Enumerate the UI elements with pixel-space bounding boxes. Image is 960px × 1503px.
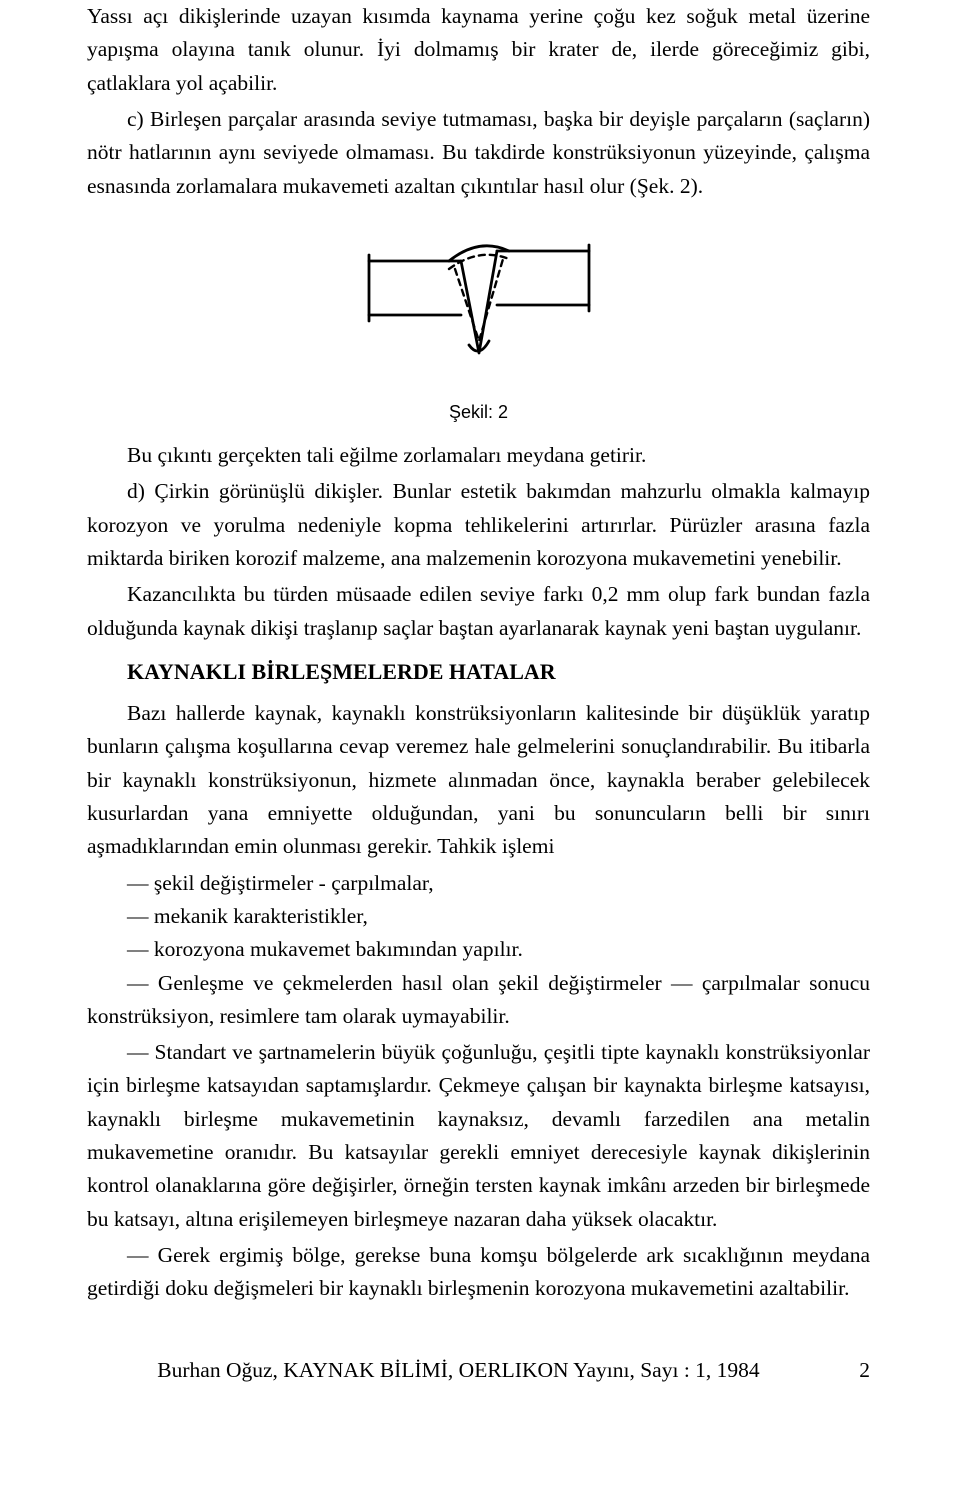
section-heading: KAYNAKLI BİRLEŞMELERDE HATALAR: [127, 655, 870, 689]
paragraph: d) Çirkin görünüşlü dikişler. Bunlar est…: [87, 475, 870, 575]
paragraph: Kazancılıkta bu türden müsaade edilen se…: [87, 578, 870, 645]
paragraph: Bazı hallerde kaynak, kaynaklı konstrüks…: [87, 697, 870, 864]
list-item: — şekil değiştirmeler - çarpılmalar,: [87, 867, 870, 900]
footer-citation: Burhan Oğuz, KAYNAK BİLİMİ, OERLIKON Yay…: [87, 1354, 830, 1387]
document-page: Yassı açı dikişlerinde uzayan kısımda ka…: [0, 0, 960, 1417]
list-item: — korozyona mukavemet bakımından yapılır…: [87, 933, 870, 966]
paragraph: — Genleşme ve çekmelerden hasıl olan şek…: [87, 967, 870, 1034]
paragraph: Bu çıkıntı gerçekten tali eğilme zorlama…: [87, 439, 870, 472]
paragraph: c) Birleşen parçalar arasında seviye tut…: [87, 103, 870, 203]
paragraph: Yassı açı dikişlerinde uzayan kısımda ka…: [87, 0, 870, 100]
figure-2: Şekil: 2: [87, 223, 870, 427]
figure-caption: Şekil: 2: [87, 399, 870, 427]
list-item: — mekanik karakteristikler,: [87, 900, 870, 933]
paragraph: — Standart ve şartnamelerin büyük çoğunl…: [87, 1036, 870, 1236]
paragraph: — Gerek ergimiş bölge, gerekse buna komş…: [87, 1239, 870, 1306]
page-footer: Burhan Oğuz, KAYNAK BİLİMİ, OERLIKON Yay…: [87, 1354, 870, 1387]
weld-cross-section-icon: [349, 223, 609, 383]
page-number: 2: [830, 1354, 870, 1387]
